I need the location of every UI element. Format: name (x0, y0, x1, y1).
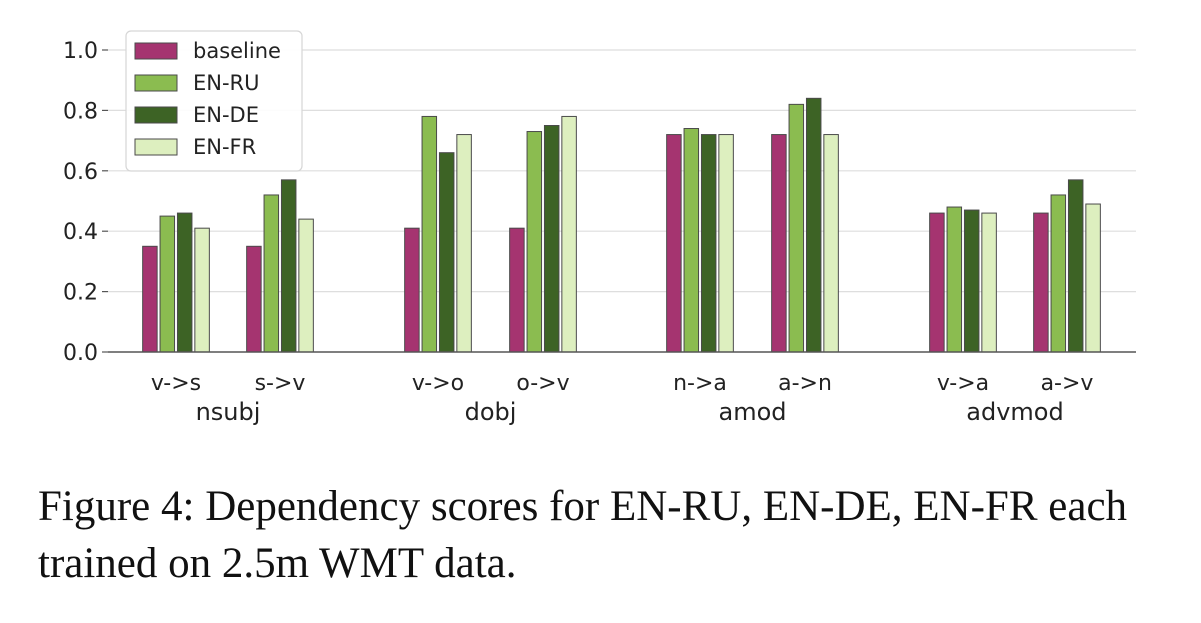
x-axis-labels: v->s s->v v->o o->v n->a a->n v->a a->v nsubj dob… (151, 371, 1094, 426)
bar-en-ru-6 (946, 206, 963, 353)
legend-box (125, 30, 303, 172)
bar-en-ru-4 (683, 128, 700, 353)
bar-en-de-4 (700, 134, 717, 353)
legend: baseline EN-RU EN-DE EN-FR (125, 30, 303, 172)
legend-label: EN-RU (193, 71, 260, 95)
bar-baseline-4 (666, 134, 682, 353)
bar-en-de-7 (1067, 179, 1084, 353)
legend-swatch (134, 106, 178, 124)
x-tick-label: v->s (151, 371, 201, 396)
bar-en-fr-7 (1085, 203, 1101, 353)
bar-en-fr-3 (561, 115, 577, 353)
y-tick-label: 0.6 (63, 160, 98, 185)
x-tick-label: o->v (516, 371, 569, 396)
bar-baseline-1 (246, 245, 262, 353)
bar-en-ru-0 (159, 215, 176, 353)
y-tick-label: 1.0 (63, 39, 98, 64)
group-label: amod (718, 398, 786, 426)
bar-baseline-2 (404, 227, 420, 353)
x-tick-label: n->a (673, 371, 727, 396)
x-tick-label: v->a (937, 371, 989, 396)
legend-label: baseline (193, 39, 281, 63)
bar-baseline-5 (771, 134, 787, 353)
bar-en-ru-2 (421, 115, 438, 353)
legend-swatch (134, 138, 178, 156)
y-tick-label: 0.8 (63, 99, 98, 124)
legend-swatch (134, 42, 178, 60)
bar-en-de-3 (543, 125, 560, 353)
bar-en-fr-0 (194, 227, 210, 353)
bar-en-de-0 (176, 212, 193, 353)
bar-en-de-6 (963, 209, 980, 353)
y-axis-ticks: 0.0 0.2 0.4 0.6 0.8 1.0 (63, 39, 108, 366)
bar-en-de-2 (438, 152, 455, 353)
bar-chart: 0.00.20.40.60.81.0 v->s s->v v->o o->v n->a a… (63, 30, 1136, 426)
x-tick-label: a->n (778, 371, 832, 396)
bar-baseline-6 (929, 212, 945, 353)
bar-en-ru-5 (788, 103, 805, 353)
bar-en-fr-4 (718, 134, 734, 353)
figure-caption: Figure 4: Dependency scores for EN-RU, E… (38, 483, 1128, 587)
bar-en-fr-6 (981, 212, 997, 353)
bar-en-de-5 (805, 97, 822, 353)
legend-label: EN-DE (193, 103, 259, 127)
bar-en-ru-1 (263, 194, 280, 353)
group-label: dobj (465, 398, 517, 426)
bar-en-fr-5 (823, 134, 839, 353)
y-tick-label: 0.4 (63, 220, 98, 245)
legend-swatch (134, 74, 178, 92)
group-label: advmod (966, 398, 1063, 426)
y-tick-label: 0.2 (63, 281, 98, 306)
legend-label: EN-FR (193, 135, 256, 159)
bar-en-ru-3 (526, 131, 543, 353)
bar-baseline-3 (509, 227, 525, 353)
bar-en-ru-7 (1050, 194, 1067, 353)
x-tick-label: s->v (255, 371, 306, 396)
bar-baseline-7 (1033, 212, 1049, 353)
y-tick-label: 0.0 (63, 341, 98, 366)
bar-en-fr-1 (298, 218, 314, 353)
group-label: nsubj (196, 398, 261, 426)
bar-baseline-0 (142, 245, 158, 353)
x-tick-label: v->o (412, 371, 464, 396)
x-tick-label: a->v (1041, 371, 1094, 396)
bar-en-de-1 (280, 179, 297, 353)
bar-en-fr-2 (456, 134, 472, 353)
